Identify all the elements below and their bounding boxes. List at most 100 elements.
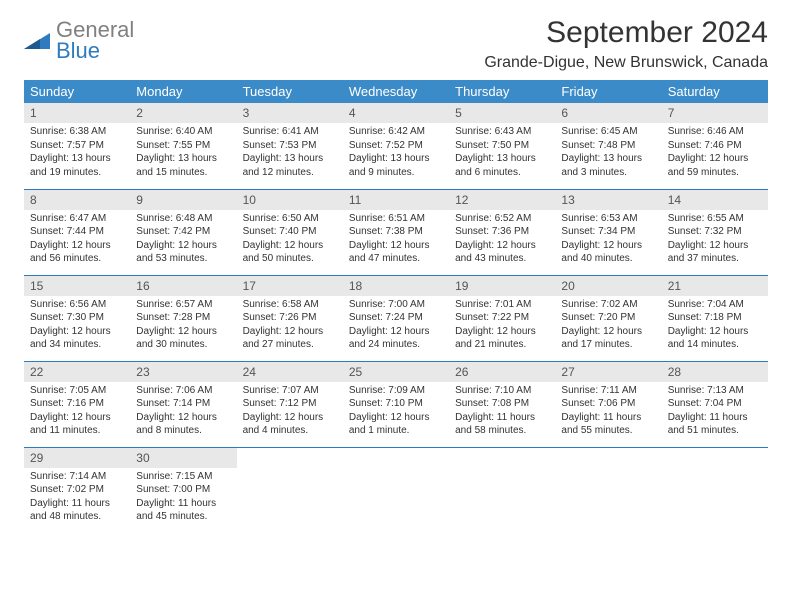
calendar-day-cell: 20Sunrise: 7:02 AMSunset: 7:20 PMDayligh…: [555, 275, 661, 361]
sunrise-text: Sunrise: 7:05 AM: [30, 384, 124, 398]
sunset-text: Sunset: 7:34 PM: [561, 225, 655, 239]
calendar-day-cell: 12Sunrise: 6:52 AMSunset: 7:36 PMDayligh…: [449, 189, 555, 275]
daylight1-text: Daylight: 12 hours: [136, 239, 230, 253]
sunrise-text: Sunrise: 6:58 AM: [243, 298, 337, 312]
daylight1-text: Daylight: 12 hours: [668, 325, 762, 339]
daylight1-text: Daylight: 11 hours: [136, 497, 230, 511]
calendar-week-row: 29Sunrise: 7:14 AMSunset: 7:02 PMDayligh…: [24, 447, 768, 533]
daylight2-text: and 24 minutes.: [349, 338, 443, 352]
sunset-text: Sunset: 7:20 PM: [561, 311, 655, 325]
sunset-text: Sunset: 7:44 PM: [30, 225, 124, 239]
sunset-text: Sunset: 7:57 PM: [30, 139, 124, 153]
daylight2-text: and 21 minutes.: [455, 338, 549, 352]
logo-triangle-icon: [24, 27, 50, 54]
location-text: Grande-Digue, New Brunswick, Canada: [484, 54, 768, 72]
calendar-day-cell: 1Sunrise: 6:38 AMSunset: 7:57 PMDaylight…: [24, 103, 130, 189]
daylight1-text: Daylight: 13 hours: [136, 152, 230, 166]
sunrise-text: Sunrise: 6:47 AM: [30, 212, 124, 226]
calendar-week-row: 8 Sunrise: 6:47 AMSunset: 7:44 PM Daylight…: [24, 189, 768, 275]
sunset-text: Sunset: 7:12 PM: [243, 397, 337, 411]
daylight2-text: and 55 minutes.: [561, 424, 655, 438]
calendar-body: 1 Sunrise: 6:38 AMSunset: 7:57 PM Daylight…: [24, 103, 768, 533]
calendar-day-cell: 7Sunrise: 6:46 AMSunset: 7:46 PMDaylight…: [662, 103, 768, 189]
calendar-day-cell: [449, 447, 555, 533]
daylight1-text: Daylight: 11 hours: [455, 411, 549, 425]
day-number: 24: [237, 362, 343, 382]
sunset-text: Sunset: 7:10 PM: [349, 397, 443, 411]
weekday-header: Wednesday: [343, 80, 449, 103]
calendar-day-cell: 21Sunrise: 7:04 AMSunset: 7:18 PMDayligh…: [662, 275, 768, 361]
daylight2-text: and 51 minutes.: [668, 424, 762, 438]
day-number: 19: [449, 276, 555, 296]
logo-text-blue: Blue: [56, 38, 100, 63]
day-number: 1: [24, 103, 130, 123]
calendar-day-cell: 3Sunrise: 6:41 AMSunset: 7:53 PMDaylight…: [237, 103, 343, 189]
calendar-day-cell: 27Sunrise: 7:11 AMSunset: 7:06 PMDayligh…: [555, 361, 661, 447]
sunrise-text: Sunrise: 7:01 AM: [455, 298, 549, 312]
daylight1-text: Daylight: 12 hours: [561, 325, 655, 339]
calendar-day-cell: 28Sunrise: 7:13 AMSunset: 7:04 PMDayligh…: [662, 361, 768, 447]
daylight2-text: and 1 minute.: [349, 424, 443, 438]
sunset-text: Sunset: 7:48 PM: [561, 139, 655, 153]
daylight1-text: Daylight: 11 hours: [668, 411, 762, 425]
weekday-header: Thursday: [449, 80, 555, 103]
daylight1-text: Daylight: 13 hours: [455, 152, 549, 166]
sunrise-text: Sunrise: 7:15 AM: [136, 470, 230, 484]
logo-text: General Blue: [56, 20, 134, 62]
calendar-day-cell: 11Sunrise: 6:51 AMSunset: 7:38 PMDayligh…: [343, 189, 449, 275]
sunset-text: Sunset: 7:06 PM: [561, 397, 655, 411]
daylight2-text: and 19 minutes.: [30, 166, 124, 180]
sunset-text: Sunset: 7:53 PM: [243, 139, 337, 153]
day-number: 27: [555, 362, 661, 382]
calendar-week-row: 22 Sunrise: 7:05 AMSunset: 7:16 PM Dayligh…: [24, 361, 768, 447]
day-number: 11: [343, 190, 449, 210]
sunset-text: Sunset: 7:00 PM: [136, 483, 230, 497]
sunset-text: Sunset: 7:28 PM: [136, 311, 230, 325]
day-number: 28: [662, 362, 768, 382]
daylight2-text: and 53 minutes.: [136, 252, 230, 266]
daylight2-text: and 9 minutes.: [349, 166, 443, 180]
sunrise-text: Sunrise: 6:56 AM: [30, 298, 124, 312]
day-number: 8: [24, 190, 130, 210]
weekday-header: Sunday: [24, 80, 130, 103]
calendar-day-cell: [237, 447, 343, 533]
daylight1-text: Daylight: 12 hours: [30, 325, 124, 339]
daylight2-text: and 12 minutes.: [243, 166, 337, 180]
sunrise-text: Sunrise: 7:07 AM: [243, 384, 337, 398]
day-number: 13: [555, 190, 661, 210]
calendar-day-cell: 25Sunrise: 7:09 AMSunset: 7:10 PMDayligh…: [343, 361, 449, 447]
day-number: 3: [237, 103, 343, 123]
sunset-text: Sunset: 7:16 PM: [30, 397, 124, 411]
calendar-day-cell: 8Sunrise: 6:47 AMSunset: 7:44 PMDaylight…: [24, 189, 130, 275]
calendar-day-cell: 15Sunrise: 6:56 AMSunset: 7:30 PMDayligh…: [24, 275, 130, 361]
daylight2-text: and 6 minutes.: [455, 166, 549, 180]
sunrise-text: Sunrise: 7:02 AM: [561, 298, 655, 312]
day-number: 22: [24, 362, 130, 382]
daylight1-text: Daylight: 12 hours: [455, 325, 549, 339]
daylight1-text: Daylight: 12 hours: [243, 325, 337, 339]
day-number: 25: [343, 362, 449, 382]
sunrise-text: Sunrise: 6:50 AM: [243, 212, 337, 226]
sunrise-text: Sunrise: 7:06 AM: [136, 384, 230, 398]
sunrise-text: Sunrise: 7:09 AM: [349, 384, 443, 398]
sunrise-text: Sunrise: 6:38 AM: [30, 125, 124, 139]
sunrise-text: Sunrise: 6:45 AM: [561, 125, 655, 139]
daylight2-text: and 47 minutes.: [349, 252, 443, 266]
day-number: 29: [24, 448, 130, 468]
daylight2-text: and 56 minutes.: [30, 252, 124, 266]
daylight2-text: and 15 minutes.: [136, 166, 230, 180]
sunrise-text: Sunrise: 6:46 AM: [668, 125, 762, 139]
daylight1-text: Daylight: 12 hours: [136, 411, 230, 425]
sunrise-text: Sunrise: 6:48 AM: [136, 212, 230, 226]
sunrise-text: Sunrise: 6:53 AM: [561, 212, 655, 226]
calendar-day-cell: 13Sunrise: 6:53 AMSunset: 7:34 PMDayligh…: [555, 189, 661, 275]
sunset-text: Sunset: 7:02 PM: [30, 483, 124, 497]
sunrise-text: Sunrise: 6:55 AM: [668, 212, 762, 226]
day-number: 30: [130, 448, 236, 468]
sunset-text: Sunset: 7:42 PM: [136, 225, 230, 239]
calendar-day-cell: 29Sunrise: 7:14 AMSunset: 7:02 PMDayligh…: [24, 447, 130, 533]
sunset-text: Sunset: 7:26 PM: [243, 311, 337, 325]
calendar-week-row: 15Sunrise: 6:56 AMSunset: 7:30 PMDayligh…: [24, 275, 768, 361]
sunrise-text: Sunrise: 6:51 AM: [349, 212, 443, 226]
calendar-day-cell: 18Sunrise: 7:00 AMSunset: 7:24 PMDayligh…: [343, 275, 449, 361]
